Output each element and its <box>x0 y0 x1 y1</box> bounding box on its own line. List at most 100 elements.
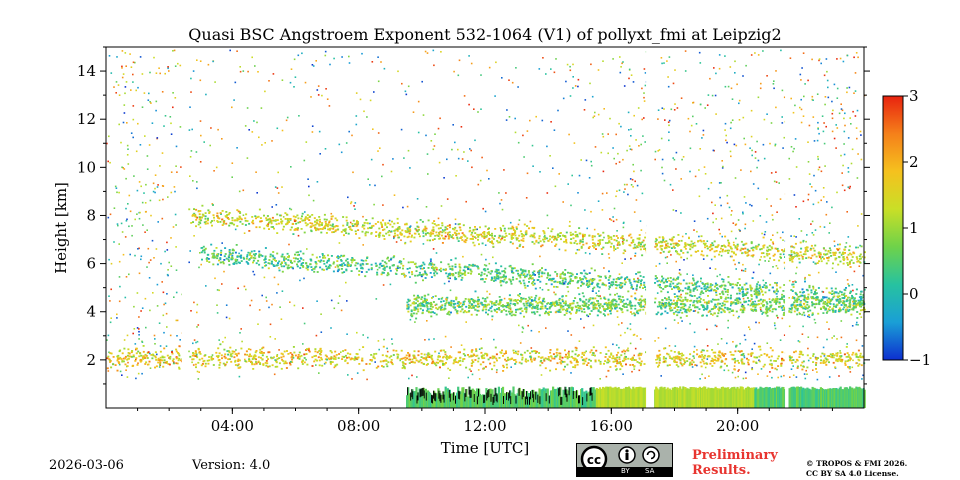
layer-pixel <box>574 277 577 280</box>
noise-pixel <box>475 355 477 357</box>
layer-pixel <box>211 256 214 259</box>
noise-pixel <box>377 150 379 152</box>
layer-pixel <box>480 301 483 304</box>
layer-pixel <box>777 365 780 367</box>
layer-pixel <box>404 356 407 359</box>
noise-pixel <box>333 57 335 60</box>
layer-pixel <box>423 304 426 307</box>
layer-pixel <box>664 280 667 283</box>
layer-pixel <box>470 270 473 273</box>
noise-pixel <box>585 159 588 162</box>
layer-pixel <box>826 304 829 307</box>
layer-pixel <box>806 307 809 310</box>
noise-pixel <box>355 123 358 126</box>
layer-pixel <box>546 358 549 361</box>
layer-pixel <box>435 364 438 367</box>
layer-pixel <box>245 350 248 353</box>
noise-pixel <box>231 162 234 164</box>
layer-pixel <box>599 303 602 305</box>
layer-pixel <box>259 351 261 354</box>
layer-pixel <box>517 294 520 297</box>
layer-pixel <box>353 359 356 361</box>
noise-pixel <box>467 376 469 379</box>
layer-pixel <box>742 307 745 310</box>
noise-pixel <box>849 371 852 373</box>
layer-pixel <box>630 295 633 298</box>
noise-pixel <box>345 281 347 284</box>
layer-pixel <box>761 300 764 303</box>
noise-pixel <box>807 79 809 82</box>
noise-pixel <box>601 192 604 195</box>
noise-pixel <box>132 136 134 139</box>
noise-pixel <box>742 288 745 291</box>
layer-pixel <box>563 314 566 316</box>
layer-pixel <box>276 358 279 360</box>
layer-pixel <box>775 297 778 300</box>
layer-pixel <box>542 297 545 300</box>
layer-pixel <box>801 353 804 356</box>
layer-pixel <box>150 354 153 356</box>
layer-pixel <box>448 304 451 306</box>
layer-pixel <box>701 358 704 361</box>
layer-pixel <box>627 357 630 360</box>
layer-pixel <box>766 311 769 313</box>
noise-pixel <box>852 289 854 292</box>
layer-pixel <box>743 283 746 286</box>
layer-pixel <box>480 271 483 274</box>
layer-pixel <box>258 250 261 253</box>
noise-pixel <box>569 220 571 223</box>
layer-pixel <box>569 302 572 305</box>
layer-pixel <box>711 298 714 301</box>
layer-pixel <box>311 253 314 256</box>
layer-pixel <box>735 344 738 347</box>
layer-pixel <box>834 309 837 312</box>
noise-pixel <box>162 198 164 201</box>
layer-pixel <box>833 305 835 308</box>
noise-pixel <box>656 292 659 294</box>
layer-pixel <box>447 277 450 280</box>
layer-pixel <box>639 364 642 367</box>
noise-pixel <box>641 87 643 90</box>
layer-pixel <box>844 295 846 298</box>
noise-pixel <box>278 349 280 351</box>
layer-pixel <box>468 310 471 312</box>
noise-pixel <box>312 65 315 67</box>
noise-pixel <box>772 234 774 236</box>
layer-pixel <box>252 261 254 264</box>
layer-pixel <box>470 307 473 309</box>
layer-pixel <box>487 358 490 361</box>
layer-pixel <box>617 351 620 354</box>
layer-pixel <box>798 353 801 356</box>
layer-pixel <box>682 299 685 301</box>
layer-pixel <box>633 312 636 315</box>
layer-pixel <box>422 279 424 282</box>
noise-pixel <box>821 290 824 293</box>
layer-pixel <box>465 305 468 308</box>
noise-pixel <box>742 297 745 300</box>
layer-pixel <box>700 277 702 280</box>
layer-pixel <box>702 306 705 309</box>
layer-pixel <box>725 296 728 299</box>
layer-pixel <box>450 259 453 261</box>
layer-pixel <box>107 355 110 358</box>
layer-pixel <box>676 302 679 304</box>
noise-pixel <box>188 261 190 264</box>
noise-pixel <box>674 345 677 347</box>
layer-pixel <box>446 358 449 361</box>
layer-pixel <box>300 264 303 267</box>
noise-pixel <box>807 347 809 350</box>
noise-pixel <box>531 144 534 147</box>
layer-pixel <box>574 353 577 356</box>
noise-pixel <box>325 88 327 90</box>
layer-pixel <box>705 314 708 317</box>
layer-pixel <box>527 299 530 302</box>
layer-pixel <box>630 286 633 289</box>
noise-pixel <box>137 248 139 250</box>
layer-pixel <box>267 358 269 360</box>
noise-pixel <box>822 346 825 349</box>
layer-pixel <box>540 302 543 304</box>
noise-pixel <box>616 292 618 295</box>
layer-pixel <box>108 358 111 361</box>
layer-pixel <box>497 276 500 279</box>
layer-pixel <box>654 297 657 300</box>
